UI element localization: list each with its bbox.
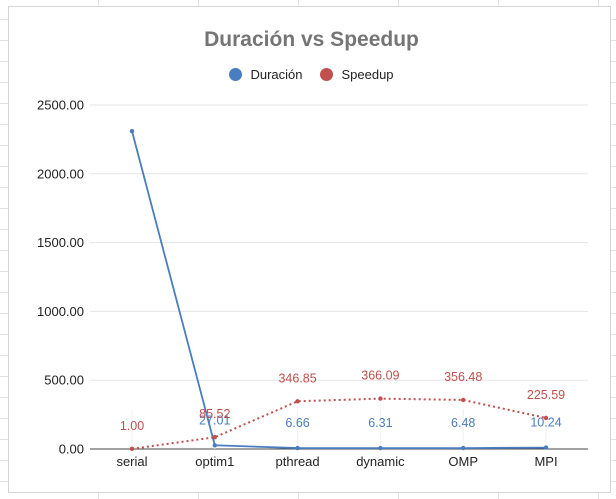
data-point[interactable] xyxy=(543,445,549,450)
data-label: 85.52 xyxy=(199,407,230,421)
x-tick-label: MPI xyxy=(534,454,557,469)
y-tick-label: 1000.00 xyxy=(37,304,84,319)
series-line-speedup[interactable] xyxy=(131,397,547,450)
series-line-duracion[interactable] xyxy=(131,130,547,450)
legend-label-duracion: Duración xyxy=(250,67,303,82)
data-label: 27.01 xyxy=(199,413,230,427)
x-tick-label: serial xyxy=(116,454,147,469)
legend-label-speedup: Speedup xyxy=(341,67,394,82)
x-tick-label: optim1 xyxy=(195,454,234,469)
data-point[interactable] xyxy=(378,445,383,451)
x-tick-label: pthread xyxy=(276,454,320,469)
data-point[interactable] xyxy=(461,397,466,403)
legend-marker-duracion xyxy=(229,68,243,81)
chart-title: Duración vs Speedup xyxy=(204,28,419,51)
data-point[interactable] xyxy=(129,128,135,134)
data-label: 366.09 xyxy=(361,369,399,383)
y-tick-label: 2500.00 xyxy=(37,98,84,113)
y-tick-label: 2000.00 xyxy=(37,166,84,181)
legend: Duración Speedup xyxy=(0,67,616,82)
data-label: 10.24 xyxy=(530,416,561,430)
data-label: 346.85 xyxy=(278,371,316,385)
data-label: 1.00 xyxy=(120,419,144,433)
data-point[interactable] xyxy=(212,443,217,448)
data-label: 356.48 xyxy=(444,370,482,384)
data-point[interactable] xyxy=(461,445,466,451)
data-point[interactable] xyxy=(295,445,300,451)
x-tick-label: OMP xyxy=(448,454,478,469)
y-tick-label: 1500.00 xyxy=(37,235,84,250)
data-point[interactable] xyxy=(295,399,300,404)
x-tick-label: dynamic xyxy=(356,454,405,469)
chart-frame[interactable] xyxy=(8,6,611,493)
data-point[interactable] xyxy=(543,415,549,421)
legend-marker-speedup xyxy=(320,68,334,81)
data-label: 225.59 xyxy=(527,388,565,402)
legend-item-speedup[interactable]: Speedup xyxy=(320,67,394,82)
y-tick-label: 500.00 xyxy=(44,373,84,388)
data-point[interactable] xyxy=(129,446,135,452)
legend-item-duracion[interactable]: Duración xyxy=(229,67,302,82)
data-label: 6.31 xyxy=(368,416,392,430)
data-label: 6.48 xyxy=(451,416,475,430)
data-label: 6.66 xyxy=(285,416,309,430)
data-point[interactable] xyxy=(378,396,383,401)
y-tick-label: 0.00 xyxy=(59,442,84,457)
data-point[interactable] xyxy=(212,435,217,440)
